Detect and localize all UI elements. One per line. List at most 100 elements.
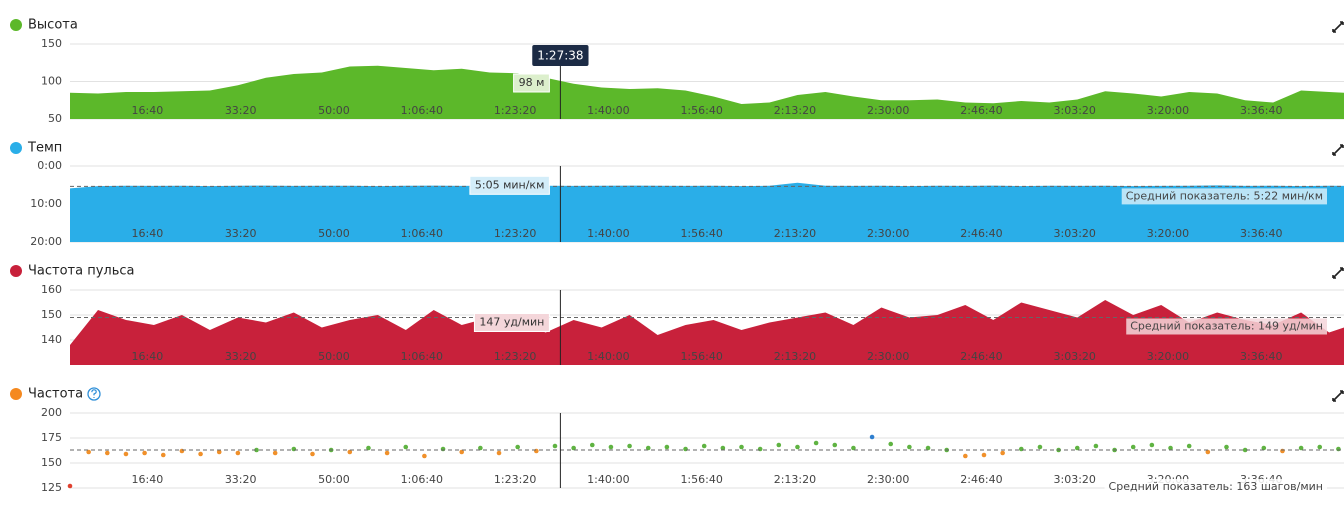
x-tick-label: 1:56:40 [680,227,722,240]
point [925,445,931,451]
expand-icon[interactable] [1332,144,1344,156]
point [1000,450,1005,456]
legend-dot [10,388,22,400]
point [832,442,838,448]
chart-title: Высота [28,18,78,33]
x-tick-label: 2:46:40 [960,473,1002,486]
x-tick-label: 2:30:00 [867,350,909,363]
expand-icon[interactable] [1332,21,1344,33]
x-tick-label: 33:20 [225,104,257,117]
average-label-bg [1121,188,1327,205]
expand-icon[interactable] [1332,390,1344,402]
point [347,449,353,455]
point [981,452,987,458]
chart-title: Частота [28,387,83,402]
x-tick-label: 33:20 [225,350,257,363]
x-tick-label: 1:06:40 [401,350,443,363]
point [1261,445,1267,451]
tooltip-bg [469,175,550,195]
x-tick-label: 3:03:20 [1054,104,1096,117]
tooltip-label: 5:05 мин/км [475,178,545,191]
point [496,450,502,456]
point [123,451,129,457]
point [235,450,241,456]
point [739,444,744,450]
point [1336,446,1341,452]
x-tick-label: 16:40 [132,104,164,117]
x-tick-label: 16:40 [132,227,164,240]
area [70,300,1344,365]
x-tick-label: 1:56:40 [680,350,722,363]
x-tick-label: 50:00 [318,227,350,240]
x-tick-label: 3:20:00 [1147,350,1189,363]
y-tick-label: 150 [41,37,62,50]
x-tick-label: 2:30:00 [867,104,909,117]
legend-dot [10,142,22,154]
x-tick-label: 1:23:20 [494,473,536,486]
point [310,451,315,457]
point [1280,448,1285,454]
expand-icon[interactable] [1332,267,1344,279]
y-tick-label: 100 [41,75,62,88]
x-tick-label: 3:03:20 [1054,473,1096,486]
cursor-label: 1:27:38 [537,49,583,63]
x-tick-label: 3:36:40 [1240,227,1282,240]
x-tick-label: 3:36:40 [1240,104,1282,117]
x-tick-label: 33:20 [225,473,257,486]
x-tick-label: 2:30:00 [867,227,909,240]
x-tick-label: 3:20:00 [1147,104,1189,117]
point [645,445,651,451]
x-tick-label: 50:00 [318,473,350,486]
point [664,444,670,450]
point [776,442,782,448]
point [366,445,371,451]
point [1037,444,1043,450]
point [1149,442,1155,448]
x-tick-label: 2:46:40 [960,350,1002,363]
point [291,446,297,452]
point [701,443,707,449]
point [1130,444,1136,450]
x-tick-label: 2:13:20 [774,350,816,363]
x-tick-label: 33:20 [225,227,257,240]
point [384,450,390,456]
point [216,449,222,455]
y-tick-label: 200 [41,406,62,419]
x-tick-label: 3:03:20 [1054,227,1096,240]
y-tick-label: 150 [41,456,62,469]
point [608,444,614,450]
point [589,442,595,448]
y-tick-label: 160 [41,283,62,296]
average-label: Средний показатель: 163 шагов/мин [1109,480,1323,493]
y-tick-label: 150 [41,308,62,321]
x-tick-label: 1:56:40 [680,104,722,117]
x-tick-label: 1:06:40 [401,104,443,117]
x-tick-label: 16:40 [132,473,164,486]
tooltip-label: 98 м [519,76,545,89]
point [571,445,576,451]
point [1074,445,1080,451]
point [142,450,147,456]
average-label-bg [1126,318,1327,335]
x-tick-label: 1:56:40 [680,473,722,486]
point [851,445,856,451]
x-tick-label: 1:40:00 [587,350,629,363]
x-tick-label: 2:30:00 [867,473,909,486]
y-tick-label: 0:00 [37,159,62,172]
point [683,446,688,452]
point [813,440,819,446]
point [534,448,539,454]
point [869,434,875,440]
tooltip-label: 147 уд/мин [479,316,544,329]
y-tick-label: 175 [41,431,62,444]
point [1317,444,1323,450]
help-icon[interactable] [87,387,101,401]
point [963,453,968,459]
point [1224,444,1229,450]
x-tick-label: 2:46:40 [960,104,1002,117]
point [254,447,259,453]
point [403,444,409,450]
average-label: Средний показатель: 149 уд/мин [1130,320,1323,333]
point [795,444,800,450]
point [459,449,465,455]
